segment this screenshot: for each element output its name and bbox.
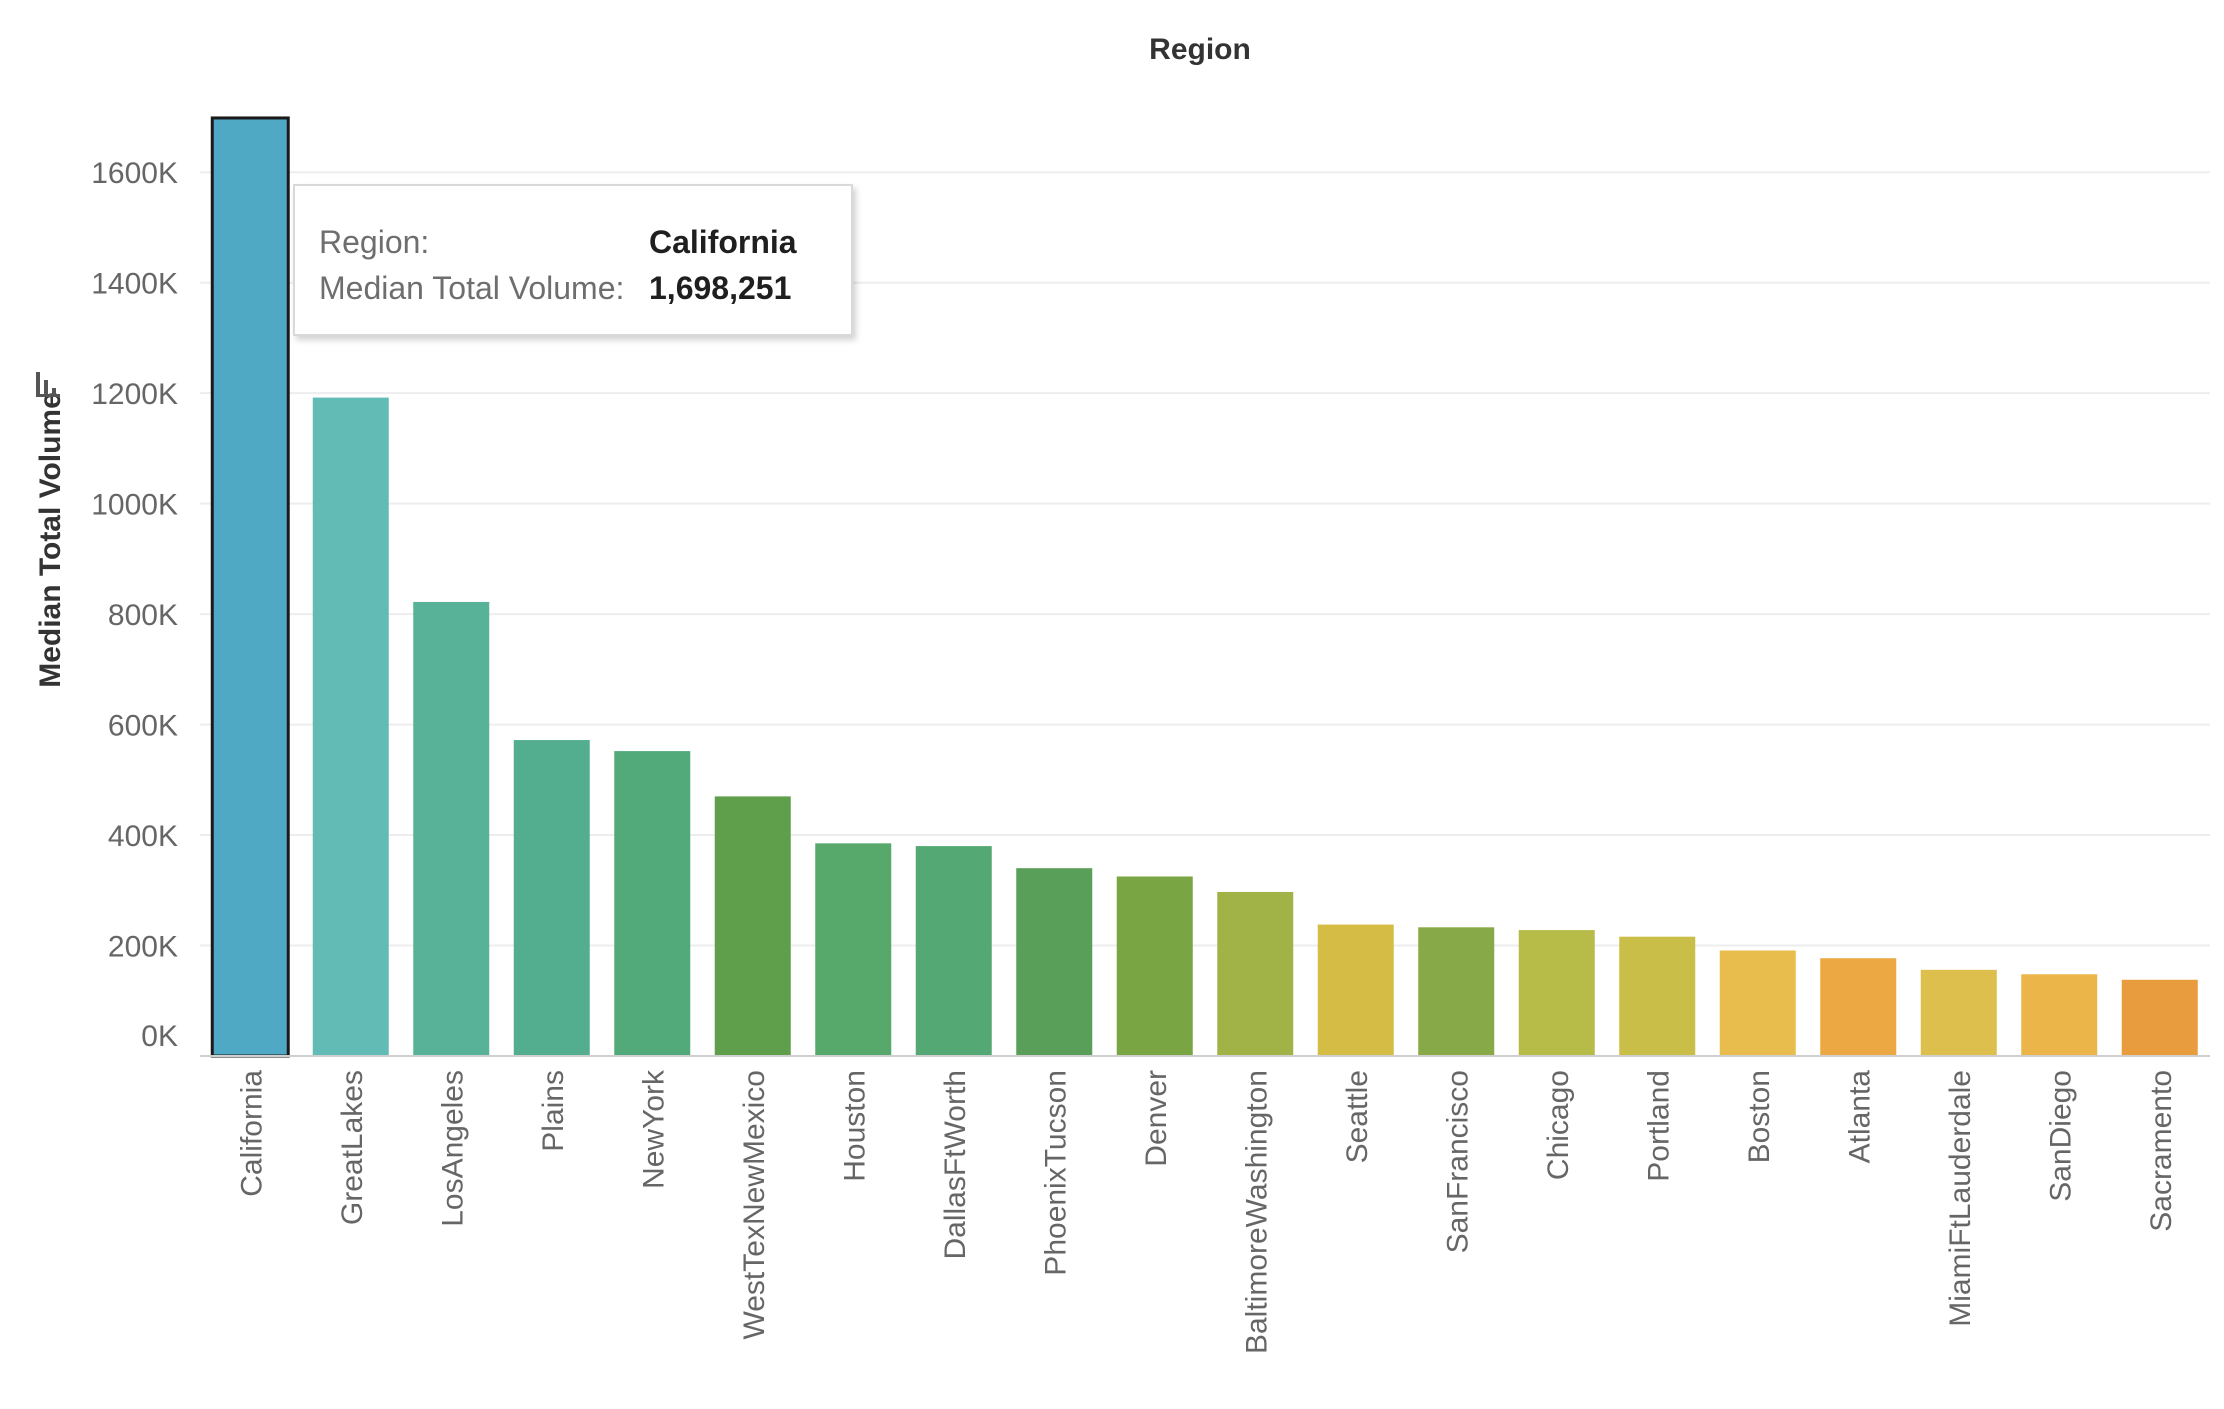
- x-tick-label: Denver: [1140, 1070, 1173, 1167]
- y-tick-label: 1200K: [91, 378, 178, 411]
- x-tick-label: California: [235, 1070, 268, 1197]
- y-tick-label: 1600K: [91, 157, 178, 190]
- bar-Plains[interactable]: [513, 740, 590, 1056]
- bar-WestTexNewMexico[interactable]: [714, 796, 791, 1056]
- x-tick-label: Seattle: [1341, 1070, 1374, 1163]
- y-tick-label: 1400K: [91, 268, 178, 301]
- bar-LosAngeles[interactable]: [413, 601, 490, 1056]
- x-tick-label: SanFrancisco: [1441, 1070, 1474, 1253]
- y-tick-label: 600K: [108, 710, 178, 743]
- tooltip-region-label: Region:: [319, 224, 430, 260]
- bar-GreatLakes[interactable]: [312, 397, 389, 1056]
- x-tick-label: Boston: [1743, 1070, 1776, 1163]
- y-axis-label: Median Total Volume: [34, 392, 67, 688]
- chart-title: Region: [1149, 33, 1251, 66]
- bar-Portland[interactable]: [1619, 936, 1696, 1056]
- bar-Sacramento[interactable]: [2121, 979, 2198, 1056]
- x-tick-label: BaltimoreWashington: [1240, 1070, 1273, 1354]
- x-tick-label: PhoenixTucson: [1039, 1070, 1072, 1276]
- bar-PhoenixTucson[interactable]: [1016, 868, 1093, 1056]
- y-tick-label: 200K: [108, 931, 178, 964]
- y-tick-label: 0K: [141, 1020, 178, 1053]
- tooltip-volume-label: Median Total Volume:: [319, 270, 625, 306]
- bar-Chicago[interactable]: [1518, 930, 1595, 1056]
- bar-SanDiego[interactable]: [2021, 974, 2098, 1056]
- tooltip-region-value: California: [649, 224, 797, 260]
- bar-Denver[interactable]: [1116, 876, 1193, 1056]
- bar-NewYork[interactable]: [614, 751, 691, 1056]
- x-tick-label: Houston: [838, 1070, 871, 1182]
- y-tick-label: 400K: [108, 820, 178, 853]
- tooltip-volume-value: 1,698,251: [649, 270, 792, 306]
- bar-Seattle[interactable]: [1317, 924, 1394, 1056]
- bar-BaltimoreWashington[interactable]: [1217, 891, 1294, 1056]
- tooltip-volume-row: Median Total Volume: 1,698,251: [319, 268, 791, 308]
- x-tick-label: Sacramento: [2145, 1070, 2178, 1232]
- tooltip-region-row: Region: California: [319, 222, 797, 262]
- x-tick-label: DallasFtWorth: [939, 1070, 972, 1260]
- x-tick-label: Atlanta: [1843, 1070, 1876, 1164]
- x-tick-label: Chicago: [1542, 1070, 1575, 1180]
- bar-SanFrancisco[interactable]: [1418, 927, 1495, 1056]
- x-tick-label: Portland: [1642, 1070, 1675, 1182]
- bars: [210, 116, 2198, 1058]
- x-tick-label: WestTexNewMexico: [738, 1070, 771, 1340]
- y-tick-label: 1000K: [91, 489, 178, 522]
- bar-Houston[interactable]: [815, 843, 892, 1056]
- bar-MiamiFtLauderdale[interactable]: [1920, 969, 1997, 1056]
- bar-Atlanta[interactable]: [1820, 958, 1897, 1056]
- x-tick-label: MiamiFtLauderdale: [1944, 1070, 1977, 1327]
- x-tick-label: SanDiego: [2044, 1070, 2077, 1202]
- tooltip: Region: California Median Total Volume: 1,…: [293, 184, 853, 336]
- x-tick-label: LosAngeles: [436, 1070, 469, 1227]
- bar-Boston[interactable]: [1719, 950, 1796, 1056]
- y-axis-ticks: 0K 200K 400K 600K 800K 1000K 1200K 1400K 1600K: [91, 157, 178, 1053]
- x-axis-ticks: California GreatLakes LosAngeles Plains NewY…: [235, 1069, 2178, 1354]
- y-tick-label: 800K: [108, 599, 178, 632]
- bar-DallasFtWorth[interactable]: [915, 846, 992, 1056]
- x-tick-label: GreatLakes: [336, 1070, 369, 1225]
- bar-California[interactable]: [210, 116, 290, 1058]
- x-tick-label: NewYork: [637, 1069, 670, 1189]
- sort-icon[interactable]: [36, 372, 60, 397]
- x-tick-label: Plains: [537, 1070, 570, 1152]
